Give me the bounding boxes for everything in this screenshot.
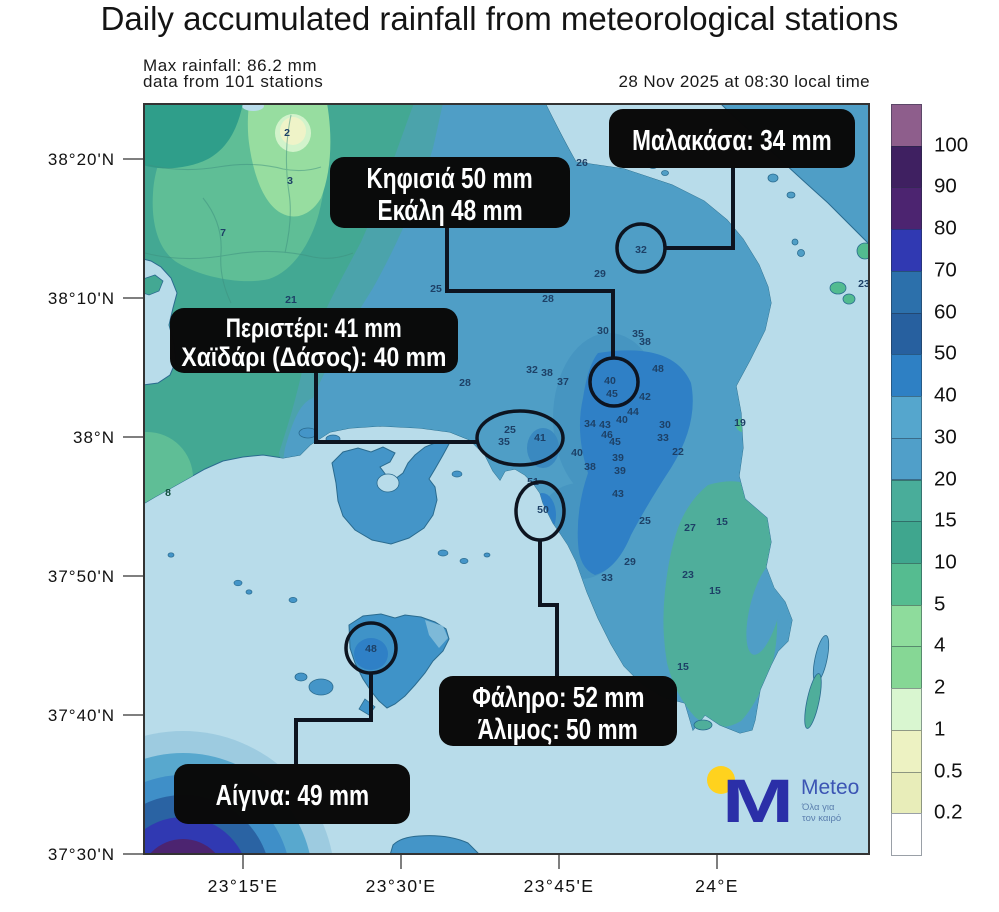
svg-text:45: 45	[609, 436, 621, 448]
svg-text:15: 15	[716, 516, 728, 528]
svg-text:τον καιρό: τον καιρό	[802, 813, 841, 824]
svg-text:40: 40	[604, 375, 616, 387]
svg-text:38: 38	[584, 461, 596, 473]
svg-text:26: 26	[576, 157, 588, 169]
svg-text:39: 39	[612, 452, 624, 464]
svg-text:40: 40	[616, 414, 628, 426]
svg-text:25: 25	[430, 283, 442, 295]
svg-text:50: 50	[537, 504, 549, 516]
svg-text:15: 15	[709, 585, 721, 597]
svg-text:23: 23	[682, 569, 694, 581]
svg-text:Meteo: Meteo	[801, 776, 859, 799]
svg-text:15: 15	[677, 661, 689, 673]
svg-text:45: 45	[606, 388, 618, 400]
svg-text:38: 38	[541, 367, 553, 379]
svg-text:41: 41	[534, 432, 546, 444]
svg-text:32: 32	[526, 364, 538, 376]
svg-text:43: 43	[599, 419, 611, 431]
svg-text:29: 29	[594, 268, 606, 280]
svg-text:34: 34	[584, 418, 596, 430]
svg-text:42: 42	[639, 391, 651, 403]
svg-text:25: 25	[639, 515, 651, 527]
svg-text:46: 46	[601, 429, 613, 441]
svg-text:8: 8	[165, 487, 171, 499]
svg-text:22: 22	[672, 446, 684, 458]
svg-text:3: 3	[287, 175, 293, 187]
svg-text:33: 33	[657, 432, 669, 444]
svg-text:48: 48	[652, 363, 664, 375]
svg-text:48: 48	[365, 643, 377, 655]
svg-text:38: 38	[639, 336, 651, 348]
svg-text:35: 35	[498, 436, 510, 448]
svg-text:28: 28	[542, 293, 554, 305]
svg-text:Όλα για: Όλα για	[801, 802, 835, 813]
svg-text:M: M	[722, 767, 794, 835]
svg-text:23: 23	[858, 278, 870, 290]
svg-text:21: 21	[285, 294, 297, 306]
svg-text:30: 30	[597, 325, 609, 337]
svg-text:28: 28	[459, 377, 471, 389]
svg-text:7: 7	[220, 227, 226, 239]
svg-text:2: 2	[284, 127, 290, 139]
svg-text:32: 32	[635, 244, 647, 256]
svg-text:43: 43	[612, 488, 624, 500]
svg-text:33: 33	[601, 572, 613, 584]
svg-text:30: 30	[659, 419, 671, 431]
svg-text:29: 29	[624, 556, 636, 568]
svg-text:19: 19	[734, 417, 746, 429]
svg-text:35: 35	[632, 328, 644, 340]
svg-text:44: 44	[627, 406, 639, 418]
svg-text:37: 37	[557, 376, 569, 388]
svg-text:40: 40	[571, 447, 583, 459]
svg-text:25: 25	[504, 424, 516, 436]
svg-text:27: 27	[684, 522, 696, 534]
svg-text:39: 39	[614, 465, 626, 477]
